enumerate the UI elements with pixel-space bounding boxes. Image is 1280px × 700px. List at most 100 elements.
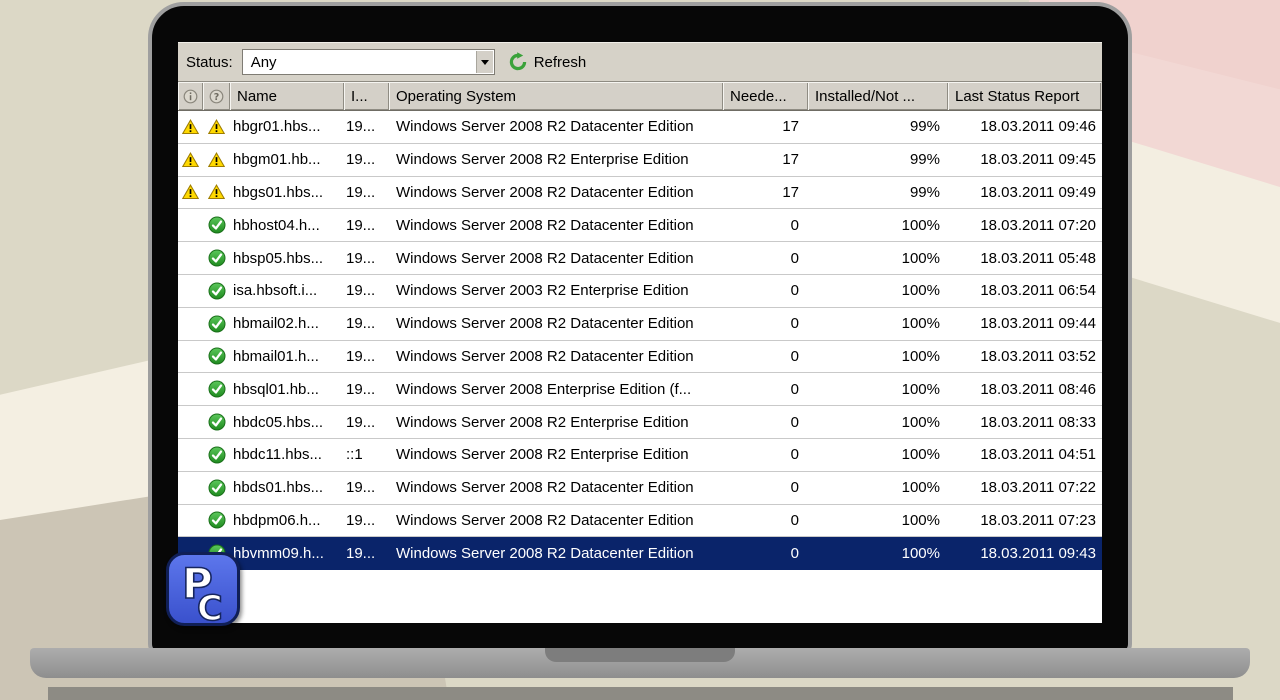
row-last-status-report: 18.03.2011 04:51 [980,446,1096,464]
column-header-last-status[interactable]: Last Status Report [948,82,1101,110]
table-body: hbgr01.hbs... 19... Windows Server 2008 … [178,111,1102,571]
table-row[interactable]: hbgs01.hbs... 19... Windows Server 2008 … [178,176,1102,210]
pc-logo: P C [166,552,240,630]
row-os: Windows Server 2008 Enterprise Edition (… [396,380,692,398]
row-last-status-report: 18.03.2011 03:52 [980,347,1096,365]
row-status-icon-slot [203,446,230,464]
row-installed-percent: 100% [901,544,940,562]
row-status-icon-slot [203,282,230,300]
row-os: Windows Server 2008 R2 Datacenter Editio… [396,511,694,529]
row-ip: 19... [346,347,376,365]
row-last-status-report: 18.03.2011 06:54 [980,282,1096,300]
row-needed-count: 0 [790,446,799,464]
row-status-icon-slot [203,315,230,333]
row-ip: 19... [346,315,376,333]
warning-icon [182,184,199,200]
row-status-icon-slot [203,249,230,267]
row-name: isa.hbsoft.i... [233,282,318,300]
row-name: hbdc05.hbs... [233,413,324,431]
refresh-icon [509,52,526,71]
row-ip: 19... [346,151,376,169]
row-last-status-report: 18.03.2011 08:46 [980,380,1096,398]
toolbar: Status: Any Refresh [178,42,1102,82]
table-row[interactable]: hbdc05.hbs... 19... Windows Server 2008 … [178,406,1102,439]
column-header-info[interactable] [178,82,203,110]
check-icon [208,479,225,497]
help-icon: ? [209,89,224,103]
column-header-installed[interactable]: Installed/Not ... [808,82,948,110]
row-os: Windows Server 2008 R2 Datacenter Editio… [396,544,694,562]
row-last-status-report: 18.03.2011 05:48 [980,249,1096,267]
check-icon [208,413,225,431]
table-row[interactable]: hbhost04.h... 19... Windows Server 2008 … [178,209,1102,243]
refresh-button[interactable]: Refresh [504,50,591,74]
row-name: hbgs01.hbs... [233,183,324,201]
table-row[interactable]: hbsql01.hb... 19... Windows Server 2008 … [178,373,1102,407]
table-row[interactable]: isa.hbsoft.i... 19... Windows Server 200… [178,274,1102,308]
column-header-help[interactable]: ? [203,82,230,110]
table-row[interactable]: hbds01.hbs... 19... Windows Server 2008 … [178,471,1102,505]
row-alert-icon-slot [178,118,203,135]
row-last-status-report: 18.03.2011 09:45 [980,151,1096,169]
row-last-status-report: 18.03.2011 08:33 [980,413,1096,431]
row-os: Windows Server 2003 R2 Enterprise Editio… [396,282,689,300]
info-icon [183,89,198,103]
row-needed-count: 0 [790,249,799,267]
svg-text:P: P [182,559,213,608]
row-os: Windows Server 2008 R2 Datacenter Editio… [396,183,694,201]
table-row[interactable]: hbdc11.hbs... ::1 Windows Server 2008 R2… [178,438,1102,472]
row-last-status-report: 18.03.2011 07:23 [980,511,1096,529]
table-row[interactable]: hbmail01.h... 19... Windows Server 2008 … [178,340,1102,374]
row-needed-count: 0 [790,347,799,365]
row-needed-count: 17 [782,118,799,136]
row-ip: 19... [346,118,376,136]
row-ip: 19... [346,544,376,562]
svg-text:C: C [197,589,223,626]
table-row[interactable]: hbgr01.hbs... 19... Windows Server 2008 … [178,111,1102,144]
column-header-needed[interactable]: Neede... [723,82,808,110]
status-label: Status: [186,53,233,71]
row-needed-count: 0 [790,544,799,562]
row-last-status-report: 18.03.2011 09:49 [980,183,1096,201]
row-last-status-report: 18.03.2011 09:46 [980,118,1096,136]
table-row[interactable]: hbvmm09.h... 19... Windows Server 2008 R… [178,537,1102,571]
row-needed-count: 0 [790,413,799,431]
row-last-status-report: 18.03.2011 07:22 [980,479,1096,497]
row-installed-percent: 100% [901,282,940,300]
table-row[interactable]: hbdpm06.h... 19... Windows Server 2008 R… [178,504,1102,538]
check-icon [208,282,225,300]
row-name: hbsp05.hbs... [233,249,324,267]
check-icon [208,511,225,529]
row-os: Windows Server 2008 R2 Enterprise Editio… [396,446,689,464]
row-ip: ::1 [346,446,363,464]
row-status-icon-slot [203,118,230,135]
table-row[interactable]: hbgm01.hb... 19... Windows Server 2008 R… [178,143,1102,177]
row-alert-icon-slot [178,151,203,168]
column-header-ip[interactable]: I... [344,82,389,110]
row-status-icon-slot [203,184,230,200]
column-header-os[interactable]: Operating System [389,82,723,110]
status-dropdown[interactable]: Any [241,49,495,75]
table-row[interactable]: hbsp05.hbs... 19... Windows Server 2008 … [178,242,1102,275]
table-row[interactable]: hbmail02.h... 19... Windows Server 2008 … [178,307,1102,341]
row-installed-percent: 99% [909,118,940,136]
laptop-frame: Status: Any Refresh [148,2,1132,656]
row-last-status-report: 18.03.2011 09:43 [980,544,1096,562]
column-header-name[interactable]: Name [230,82,344,110]
warning-icon [208,118,225,134]
app-screen: Status: Any Refresh [178,42,1102,623]
row-needed-count: 0 [790,479,799,497]
laptop-shadow-strip [48,687,1233,700]
warning-icon [208,151,225,167]
check-icon [208,216,225,234]
row-os: Windows Server 2008 R2 Enterprise Editio… [396,151,689,169]
row-installed-percent: 99% [909,183,940,201]
row-name: hbmail01.h... [233,347,319,365]
row-installed-percent: 100% [901,446,940,464]
refresh-label: Refresh [533,53,587,71]
dropdown-button[interactable] [475,51,493,73]
row-installed-percent: 100% [901,216,940,234]
row-installed-percent: 100% [901,347,940,365]
row-ip: 19... [346,216,376,234]
laptop-base [30,648,1250,678]
